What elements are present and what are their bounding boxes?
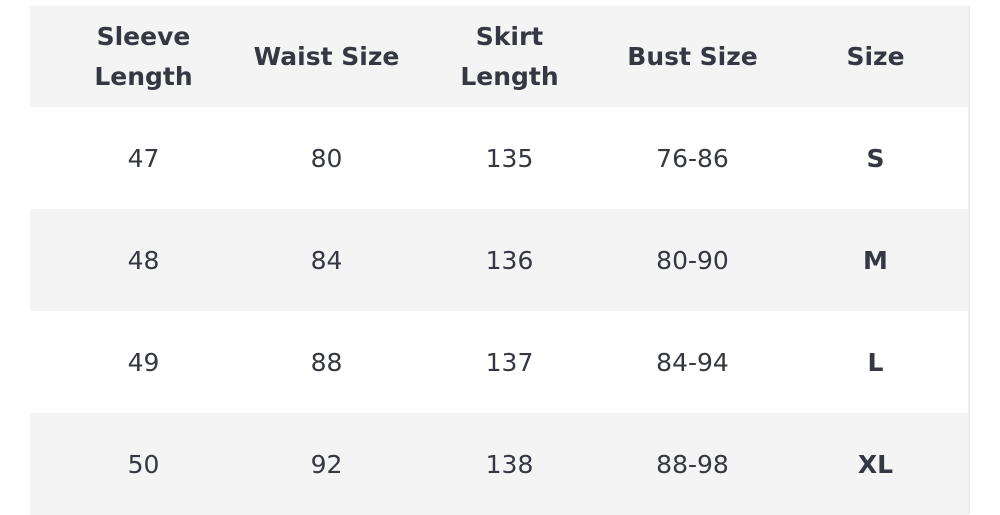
cell-bust-size: 80-90 (656, 245, 729, 275)
cell-sleeve-length: 49 (127, 347, 160, 377)
header-waist-size: Waist Size (253, 41, 400, 71)
cell-sleeve-length: 47 (127, 143, 160, 173)
cell-waist-size: 88 (310, 347, 343, 377)
table-row: 47 80 135 76-86 S (30, 107, 968, 209)
cell-size: M (863, 245, 888, 275)
cell-skirt-length: 138 (485, 449, 534, 479)
table-row: 49 88 137 84-94 L (30, 311, 968, 413)
header-sleeve-length: Sleeve Length (94, 21, 193, 91)
cell-waist-size: 92 (310, 449, 343, 479)
cell-skirt-length: 135 (485, 143, 534, 173)
table-row: 48 84 136 80-90 M (30, 209, 968, 311)
cell-skirt-length: 137 (485, 347, 534, 377)
cell-waist-size: 84 (310, 245, 343, 275)
cell-sleeve-length: 50 (127, 449, 160, 479)
cell-waist-size: 80 (310, 143, 343, 173)
cell-bust-size: 76-86 (656, 143, 729, 173)
cell-bust-size: 88-98 (656, 449, 729, 479)
table-header-row: Sleeve Length Waist Size Skirt Length Bu… (30, 6, 968, 107)
cell-sleeve-length: 48 (127, 245, 160, 275)
size-chart-table: Sleeve Length Waist Size Skirt Length Bu… (30, 6, 968, 515)
cell-bust-size: 84-94 (656, 347, 729, 377)
cell-skirt-length: 136 (485, 245, 534, 275)
header-bust-size: Bust Size (627, 41, 758, 71)
cell-size: S (866, 143, 885, 173)
header-skirt-length: Skirt Length (460, 21, 559, 91)
cell-size: L (867, 347, 884, 377)
table-right-border (968, 6, 970, 514)
cell-size: XL (857, 449, 894, 479)
table-row: 50 92 138 88-98 XL (30, 413, 968, 515)
header-size: Size (846, 41, 905, 71)
